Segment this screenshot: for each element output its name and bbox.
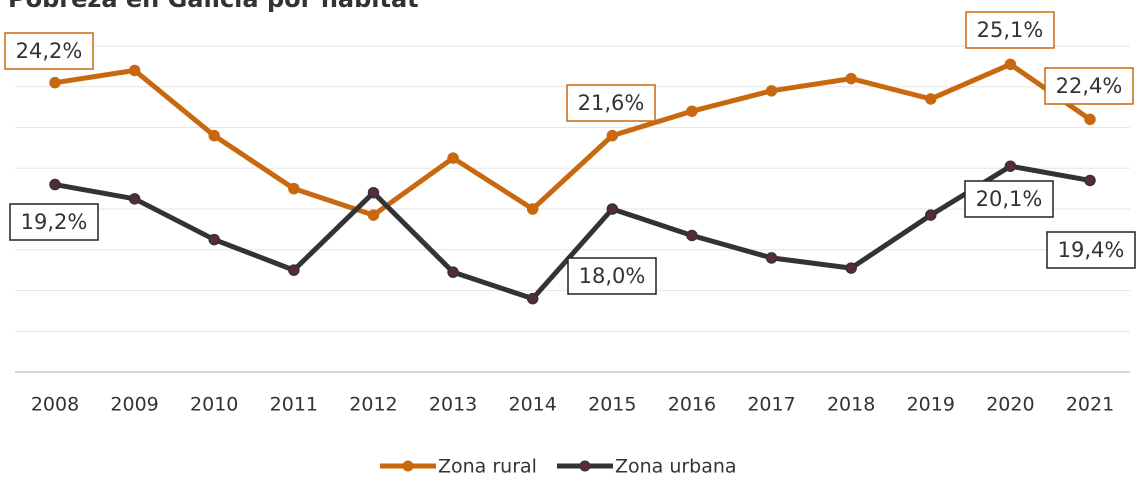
- label-box: [566, 84, 656, 122]
- point: [845, 72, 857, 85]
- legend-label: Zona rural: [438, 456, 537, 478]
- point: [925, 209, 937, 221]
- x-tick-label: 2014: [509, 394, 557, 416]
- x-tick-label: 2015: [588, 394, 636, 416]
- point: [1084, 113, 1096, 126]
- point: [49, 76, 61, 89]
- point: [925, 93, 937, 105]
- label-box: [965, 11, 1055, 49]
- data-label: 21,6%: [578, 91, 645, 115]
- point: [526, 292, 539, 305]
- point: [526, 203, 539, 215]
- data-label: 20,1%: [976, 187, 1043, 211]
- x-tick-label: 2016: [668, 394, 716, 416]
- x-tick-label: 2010: [190, 394, 238, 416]
- point: [765, 252, 778, 264]
- data-label: 25,1%: [977, 18, 1044, 42]
- x-tick-label: 2018: [827, 394, 875, 416]
- point: [765, 85, 778, 97]
- legend-marker: [402, 460, 414, 472]
- x-tick-label: 2021: [1066, 394, 1114, 416]
- point: [208, 233, 220, 246]
- point: [845, 262, 857, 274]
- x-tick-label: 2013: [429, 394, 477, 416]
- x-tick-label: 2017: [747, 394, 795, 416]
- x-tick-label: 2012: [349, 394, 397, 416]
- point: [128, 64, 141, 77]
- point: [367, 209, 380, 221]
- point: [367, 186, 380, 199]
- label-box: [4, 32, 94, 70]
- point: [208, 129, 220, 142]
- label-box: [9, 203, 99, 241]
- series-line: [54, 61, 1092, 218]
- series-line: [54, 163, 1091, 302]
- x-tick-label: 2011: [270, 394, 318, 416]
- data-label: 19,4%: [1058, 238, 1125, 262]
- point: [686, 105, 698, 117]
- point: [1084, 174, 1096, 187]
- point: [686, 229, 698, 242]
- point: [447, 266, 459, 278]
- label-box: [964, 180, 1054, 218]
- label-box: [1046, 231, 1136, 269]
- x-tick-label: 2008: [31, 394, 79, 416]
- legend-label: Zona urbana: [615, 456, 737, 478]
- point: [49, 178, 61, 191]
- x-tick-label: 2020: [986, 394, 1034, 416]
- point: [288, 182, 300, 195]
- point: [1004, 160, 1017, 172]
- point: [606, 203, 619, 215]
- label-box: [1044, 67, 1134, 105]
- data-label: 19,2%: [21, 210, 88, 234]
- data-label: 22,4%: [1056, 74, 1123, 98]
- point: [447, 152, 459, 164]
- label-box: [567, 257, 657, 295]
- point: [1004, 58, 1017, 71]
- data-label: 18,0%: [579, 264, 646, 288]
- point: [288, 264, 300, 276]
- x-tick-label: 2019: [907, 394, 955, 416]
- point: [128, 193, 141, 205]
- legend-marker: [579, 460, 591, 472]
- point: [606, 129, 619, 142]
- x-tick-label: 2009: [110, 394, 158, 416]
- chart-title: Pobreza en Galicia por hábitat: [8, 0, 419, 13]
- data-label: 24,2%: [16, 39, 83, 63]
